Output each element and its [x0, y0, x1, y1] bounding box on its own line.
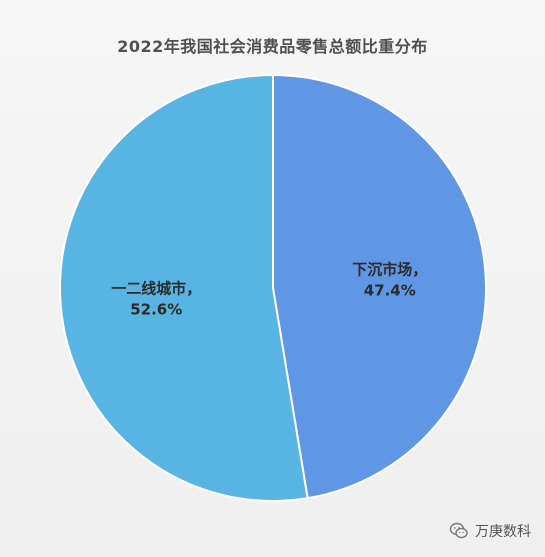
slice-label-name-0: 下沉市场， — [352, 260, 427, 278]
slice-label-name-1: 一二线城市， — [111, 280, 201, 298]
watermark: 万庚数科 — [449, 521, 531, 541]
chart-title: 2022年我国社会消费品零售总额比重分布 — [117, 37, 428, 56]
watermark-text: 万庚数科 — [475, 524, 531, 540]
pie-slice-1 — [59, 73, 309, 502]
pie-slice-0 — [272, 73, 487, 500]
slice-label-value-1: 52.6% — [130, 301, 182, 319]
slice-label-1: 一二线城市， 52.6% — [111, 280, 201, 319]
wechat-icon — [449, 522, 468, 539]
slice-label-value-0: 47.4% — [364, 281, 416, 299]
slice-label-0: 下沉市场， 47.4% — [352, 260, 427, 299]
